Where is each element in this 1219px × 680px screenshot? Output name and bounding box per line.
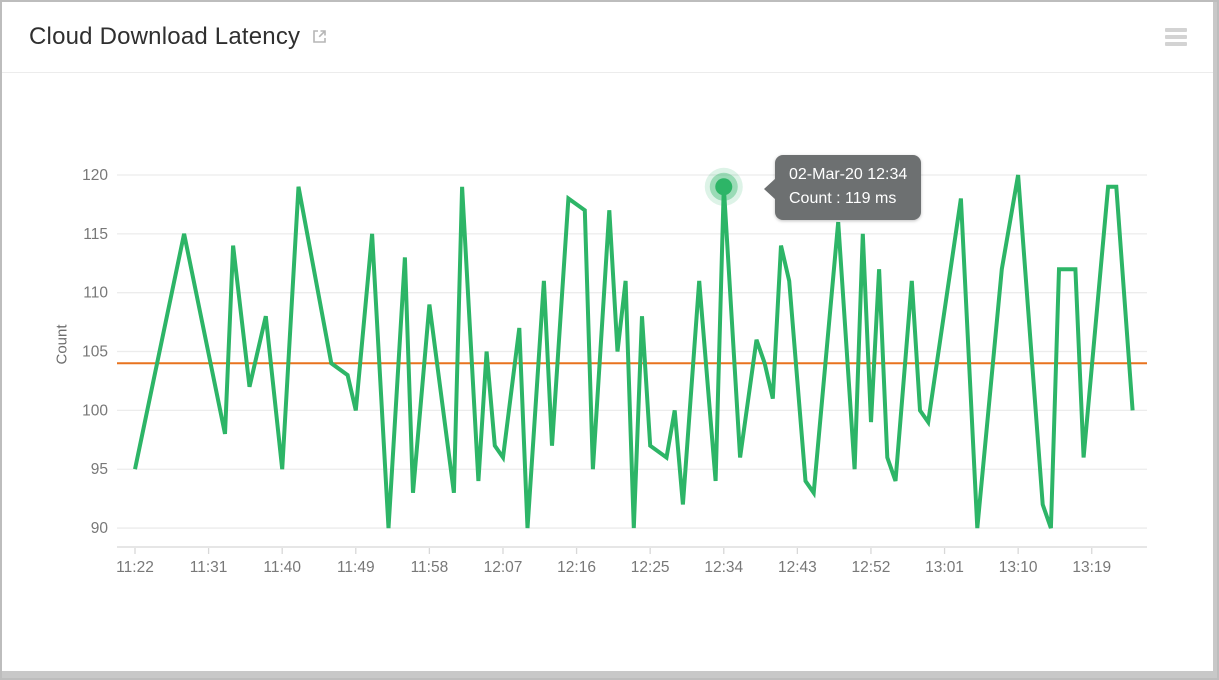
y-tick-label: 100: [82, 402, 108, 419]
tooltip-date: 02-Mar-20 12:34: [789, 166, 908, 183]
y-tick-label: 110: [83, 285, 108, 302]
x-tick-label: 11:49: [337, 559, 375, 576]
x-tick-label: 13:10: [999, 559, 1038, 576]
x-tick-label: 11:58: [411, 559, 449, 576]
tooltip-value: Count : 119 ms: [789, 190, 897, 207]
x-tick-label: 11:31: [190, 559, 228, 576]
series-line: [133, 174, 1135, 529]
x-tick-label: 12:07: [484, 559, 523, 576]
window-bottom-edge: [2, 671, 1217, 678]
highlight-marker: [715, 178, 733, 196]
line-chart-canvas: 90 95 100 105 110 115 120 11:22 11:31 11:40 11:49 1…: [82, 167, 1147, 576]
widget-header: Cloud Download Latency: [2, 2, 1217, 73]
x-tick-label: 12:16: [557, 559, 596, 576]
y-tick-label: 120: [82, 167, 108, 184]
page-title: Cloud Download Latency: [29, 23, 301, 50]
y-tick-label: 95: [91, 461, 108, 478]
x-tick-label: 11:22: [116, 559, 154, 576]
window-right-edge: [1213, 2, 1217, 678]
x-tick-label: 13:01: [925, 559, 964, 576]
y-tick-label: 115: [83, 226, 108, 243]
x-tick-label: 13:19: [1072, 559, 1111, 576]
x-tick-label: 12:52: [852, 559, 891, 576]
x-tick-label: 11:40: [263, 559, 301, 576]
x-tick-label: 12:25: [631, 559, 670, 576]
tooltip: 02-Mar-20 12:34 Count : 119 ms: [763, 155, 922, 220]
y-tick-label: 105: [82, 344, 108, 361]
y-axis-title: Count: [53, 324, 71, 365]
x-tick-label: 12:43: [778, 559, 817, 576]
y-tick-label: 90: [91, 520, 109, 537]
x-tick-label: 12:34: [704, 559, 743, 576]
latency-chart[interactable]: 90 95 100 105 110 115 120 11:22 11:31 11:40 11:49 1…: [2, 74, 1217, 678]
open-in-new-icon[interactable]: [311, 28, 328, 50]
hamburger-menu-icon[interactable]: [1165, 28, 1187, 49]
